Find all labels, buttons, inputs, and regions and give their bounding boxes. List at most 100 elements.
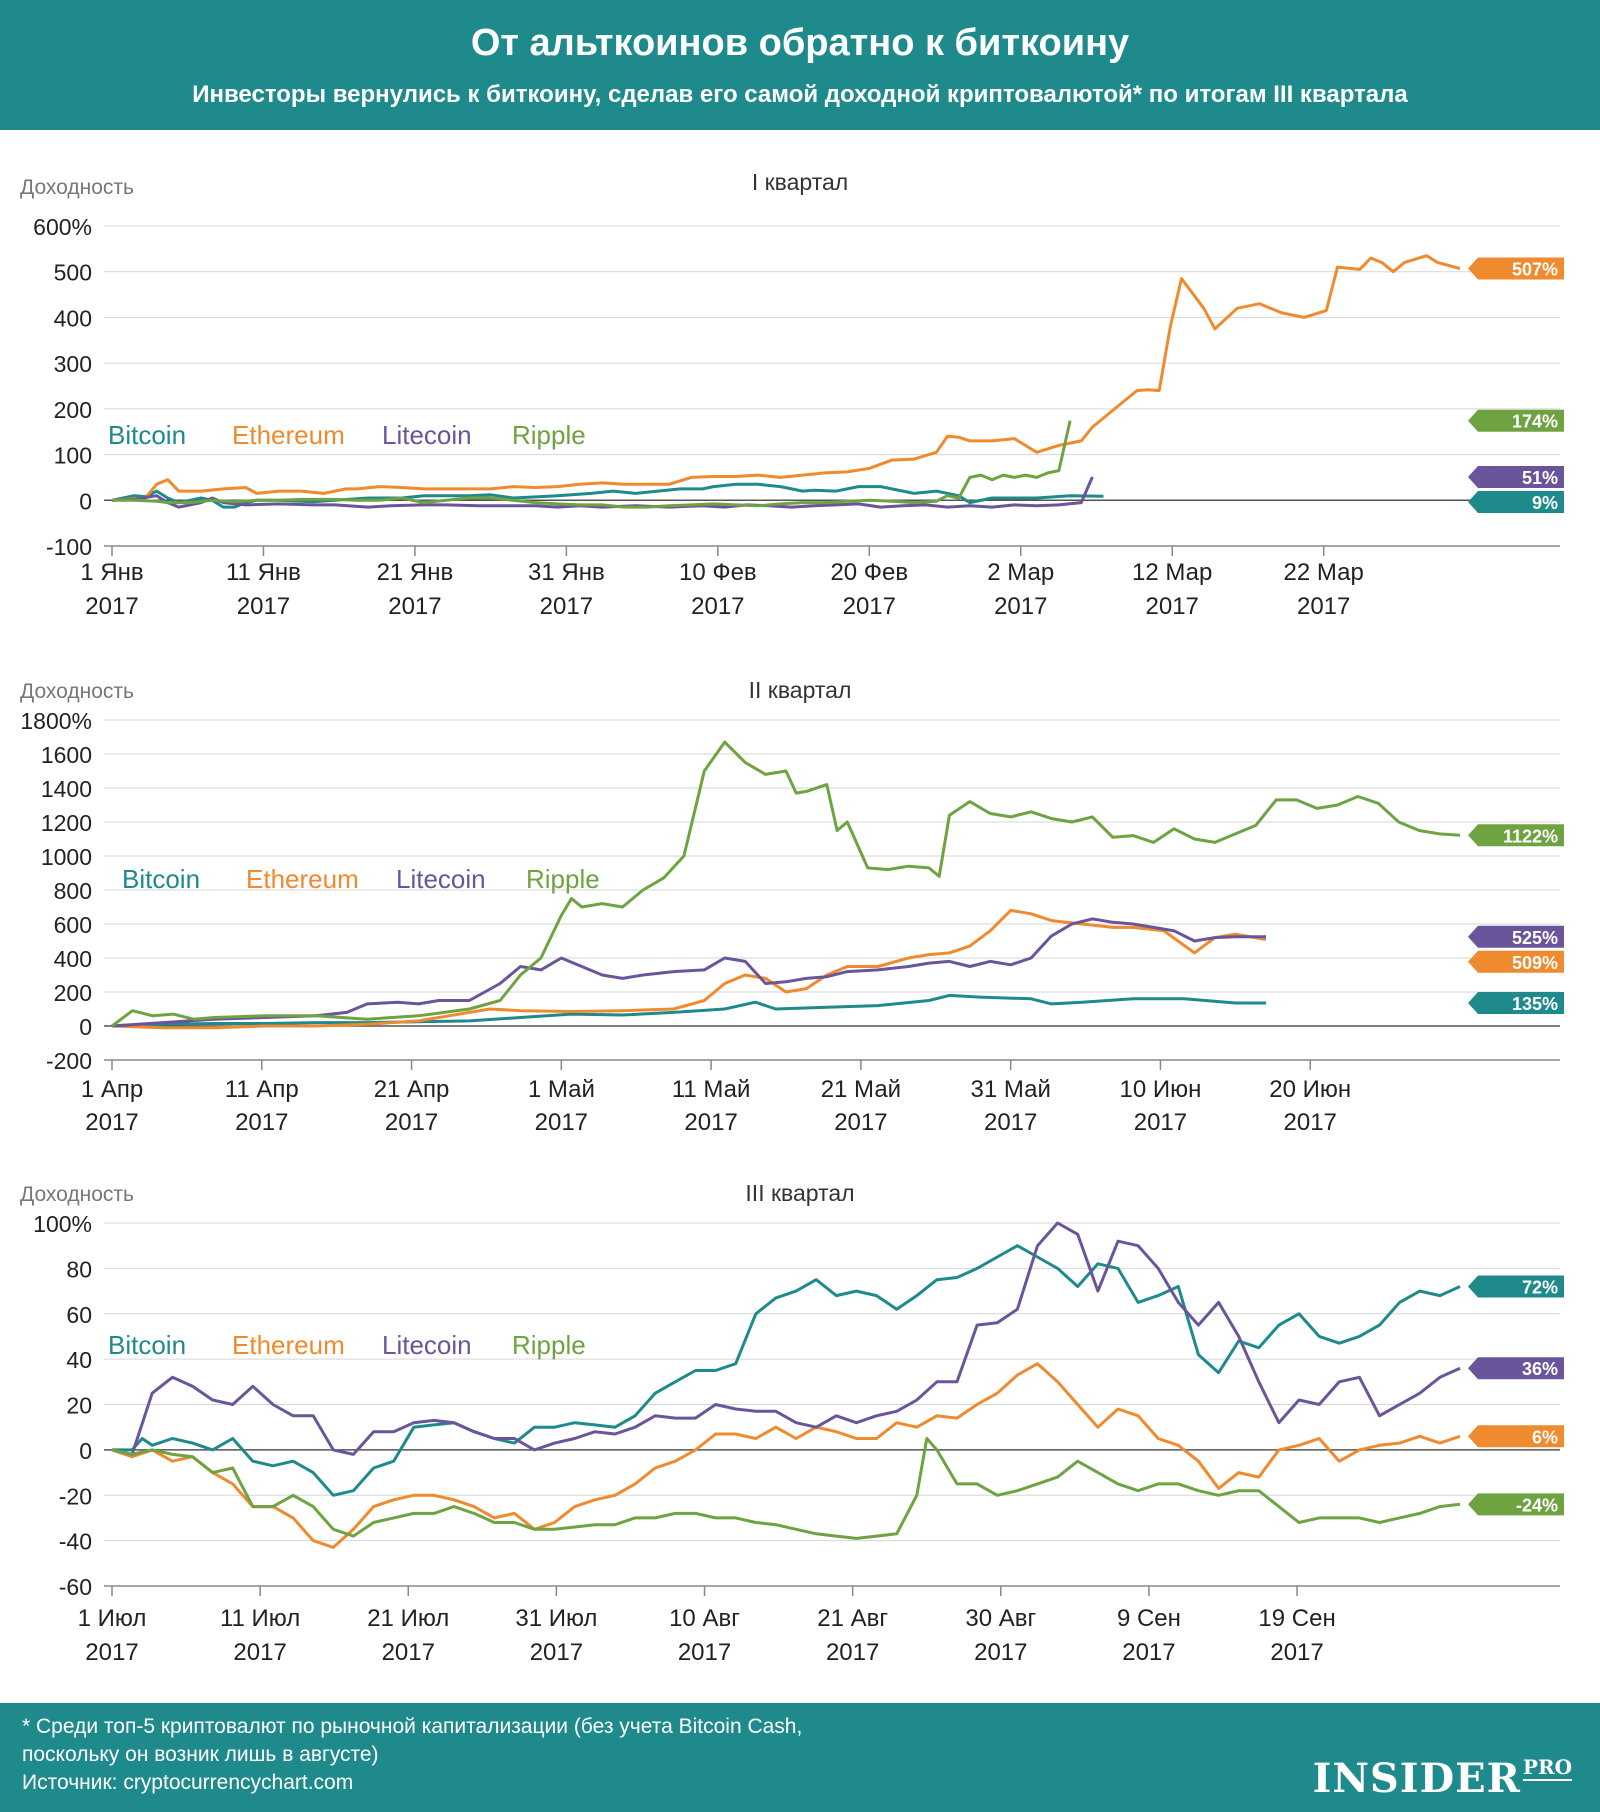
- y-tick-label: 60: [66, 1302, 92, 1328]
- y-tick-label: 40: [66, 1347, 92, 1373]
- legend-ethereum: Ethereum: [246, 864, 359, 894]
- y-tick-label: 80: [66, 1256, 92, 1282]
- end-value-label: 135%: [1512, 994, 1558, 1014]
- series-line-litecoin: [111, 476, 1094, 509]
- x-tick-label: 1 Янв: [80, 559, 143, 586]
- x-tick-year: 2017: [85, 1639, 138, 1666]
- x-tick-year: 2017: [233, 1639, 286, 1666]
- x-tick-year: 2017: [984, 1109, 1037, 1136]
- end-value-label: 6%: [1532, 1427, 1558, 1447]
- x-tick-label: 31 Янв: [528, 559, 605, 586]
- x-tick-label: 2 Мар: [987, 559, 1054, 586]
- end-value-tag: [1468, 1493, 1564, 1516]
- x-tick-year: 2017: [85, 1109, 138, 1136]
- legend-ethereum: Ethereum: [232, 1330, 345, 1360]
- y-tick-label: 800: [54, 878, 92, 904]
- y-tick-label: 1400: [41, 776, 92, 802]
- y-tick-label: -100: [46, 534, 92, 560]
- x-tick-label: 19 Сен: [1258, 1605, 1335, 1632]
- x-tick-label: 1 Июл: [78, 1605, 147, 1632]
- end-value-label: -24%: [1516, 1495, 1558, 1515]
- end-value-tag: [1468, 465, 1564, 488]
- y-tick-label: 1000: [41, 844, 92, 870]
- x-tick-year: 2017: [826, 1639, 879, 1666]
- x-tick-label: 22 Мар: [1284, 559, 1364, 586]
- x-tick-label: 12 Мар: [1132, 559, 1212, 586]
- series-line-ripple: [112, 420, 1072, 509]
- end-value-tag: [1468, 409, 1564, 432]
- legend-bitcoin: Bitcoin: [108, 1330, 186, 1360]
- x-tick-year: 2017: [85, 593, 138, 620]
- x-tick-label: 11 Июл: [220, 1605, 300, 1632]
- x-tick-year: 2017: [678, 1639, 731, 1666]
- series-line-bitcoin: [111, 993, 1266, 1028]
- series-line-ethereum: [111, 908, 1267, 1030]
- series-line-ripple: [111, 1437, 1461, 1540]
- end-value-tag: [1468, 992, 1564, 1015]
- end-value-label: 174%: [1512, 412, 1558, 432]
- x-tick-year: 2017: [684, 1109, 737, 1136]
- x-tick-label: 21 Янв: [377, 559, 454, 586]
- insider-pro-logo: INSIDER PRO: [1313, 1755, 1572, 1802]
- page-subtitle: Инвесторы вернулись к биткоину, сделав е…: [192, 81, 1408, 108]
- series-line-ethereum: [111, 254, 1461, 502]
- x-tick-year: 2017: [235, 1109, 288, 1136]
- footnote-line-1: * Среди топ-5 криптовалют по рыночной ка…: [22, 1715, 803, 1738]
- source-line: Источник: cryptocurrencychart.com: [22, 1771, 354, 1794]
- x-tick-year: 2017: [1297, 593, 1350, 620]
- x-tick-year: 2017: [388, 593, 441, 620]
- y-tick-label: 200: [54, 980, 92, 1006]
- series-line-ripple: [111, 740, 1461, 1028]
- y-tick-label: -40: [59, 1529, 92, 1555]
- x-tick-year: 2017: [1270, 1639, 1323, 1666]
- x-tick-year: 2017: [843, 593, 896, 620]
- x-tick-year: 2017: [530, 1639, 583, 1666]
- y-tick-label: 0: [79, 1438, 92, 1464]
- series-line-bitcoin: [112, 1244, 1461, 1497]
- logo-pro-text: PRO: [1522, 1755, 1572, 1781]
- end-value-label: 1122%: [1503, 826, 1558, 846]
- x-tick-label: 20 Июн: [1269, 1076, 1351, 1103]
- logo-text: INSIDER: [1312, 1755, 1521, 1802]
- chart-panel-3: -60 -40 -20 0 20 40 60 80 100% Доходность III квар…: [20, 1180, 1564, 1666]
- legend-bitcoin: Bitcoin: [108, 420, 186, 450]
- y-axis-label: Доходность: [20, 1183, 134, 1206]
- y-tick-label: -60: [59, 1574, 92, 1600]
- panel-title: I квартал: [752, 169, 848, 195]
- legend-ripple: Ripple: [526, 864, 600, 894]
- y-tick-label: 0: [79, 1014, 92, 1040]
- x-tick-year: 2017: [382, 1639, 435, 1666]
- page-title: От альткоинов обратно к биткоину: [470, 22, 1130, 64]
- y-tick-label: 600%: [33, 214, 92, 240]
- end-value-label: 507%: [1512, 260, 1558, 280]
- footnote: * Среди топ-5 криптовалют по рыночной ка…: [22, 1713, 802, 1797]
- x-tick-year: 2017: [974, 1639, 1027, 1666]
- legend-ethereum: Ethereum: [232, 420, 345, 450]
- x-tick-year: 2017: [540, 593, 593, 620]
- x-tick-year: 2017: [994, 593, 1047, 620]
- legend-ripple: Ripple: [512, 1330, 586, 1360]
- x-tick-label: 1 Май: [528, 1076, 595, 1103]
- y-tick-label: 500: [54, 260, 92, 286]
- x-tick-year: 2017: [834, 1109, 887, 1136]
- x-tick-year: 2017: [1146, 593, 1199, 620]
- x-tick-label: 21 Май: [821, 1076, 901, 1103]
- end-value-tag: [1468, 1425, 1564, 1448]
- y-tick-label: 20: [66, 1393, 92, 1419]
- x-tick-label: 10 Июн: [1120, 1076, 1202, 1103]
- x-tick-year: 2017: [1134, 1109, 1187, 1136]
- x-tick-year: 2017: [385, 1109, 438, 1136]
- x-tick-label: 11 Май: [672, 1076, 751, 1103]
- end-value-label: 51%: [1522, 468, 1558, 488]
- panel-title: II квартал: [749, 677, 852, 703]
- legend-bitcoin: Bitcoin: [122, 864, 200, 894]
- series-line-litecoin: [111, 1221, 1461, 1456]
- series-line-litecoin: [111, 917, 1266, 1028]
- x-tick-label: 21 Авг: [817, 1605, 888, 1632]
- x-tick-label: 21 Апр: [374, 1076, 450, 1103]
- x-tick-year: 2017: [1284, 1109, 1337, 1136]
- x-tick-label: 1 Апр: [81, 1076, 143, 1103]
- series-line-ethereum: [111, 1362, 1461, 1549]
- chart-panel-2: -200 0 200 400 600 800 1000 1200 1400 1600 1800% До…: [20, 677, 1564, 1136]
